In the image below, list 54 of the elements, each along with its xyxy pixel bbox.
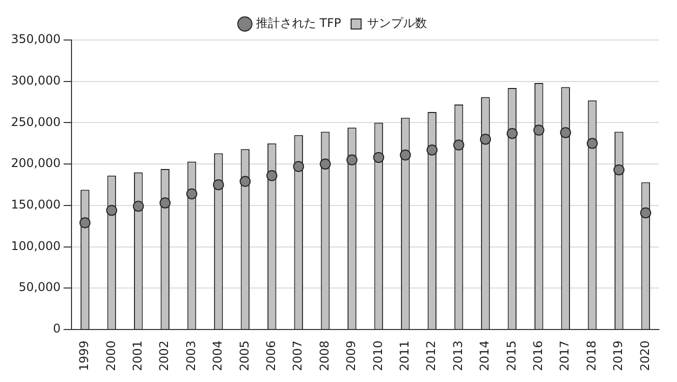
legend-label: 推計された TFP [256,16,342,30]
x-tick-label: 2010 [370,340,385,372]
x-tick-label: 2000 [104,340,118,372]
x-tick-label: 2006 [264,340,278,372]
point [560,127,572,138]
point [506,128,518,139]
x-tick-label: 2002 [157,340,172,372]
point [613,164,624,176]
x-tick-label: 2008 [317,340,332,372]
x-tick-label: 2005 [237,340,252,372]
point [640,207,652,218]
point [212,179,224,190]
y-tick-label: 0 [52,322,61,336]
x-tick-label: 2019 [611,340,626,372]
legend-label: サンプル数 [367,16,428,30]
x-tick-label: 2007 [290,340,305,372]
x-tick-label: 2012 [424,340,438,372]
point [106,204,118,216]
point [266,170,278,182]
y-tick-label: 350,000 [11,32,61,46]
x-tick-label: 2004 [210,340,225,372]
point [240,176,251,187]
point [400,149,411,160]
x-tick-label: 2018 [584,340,598,372]
x-tick-label: 2015 [504,340,518,372]
point [533,124,544,136]
y-tick-label: 250,000 [11,114,61,129]
x-tick-label: 1999 [77,340,92,372]
x-tick-label: 2014 [478,340,492,372]
x-tick-label: 2011 [397,340,412,372]
x-tick-label: 2009 [344,340,358,372]
point [426,144,438,156]
point [79,217,90,228]
point [160,197,171,208]
y-tick-label: 100,000 [11,238,61,253]
y-tick-label: 150,000 [11,198,61,212]
x-tick-label: 2001 [130,340,144,372]
x-tick-label: 2003 [184,340,198,372]
point [480,134,491,145]
x-tick-label: 2013 [450,340,465,372]
point [293,161,304,172]
point [346,154,358,166]
x-tick-label: 2017 [558,340,572,372]
y-tick-label: 300,000 [11,73,61,88]
point [320,158,331,170]
x-tick-label: 2020 [638,340,652,372]
point [586,138,598,149]
x-tick-label: 2016 [530,340,545,372]
point [453,140,464,151]
point [373,152,384,163]
point [132,200,144,212]
y-tick-label: 50,000 [18,280,61,294]
point [186,188,198,200]
y-tick-label: 200,000 [11,156,61,170]
